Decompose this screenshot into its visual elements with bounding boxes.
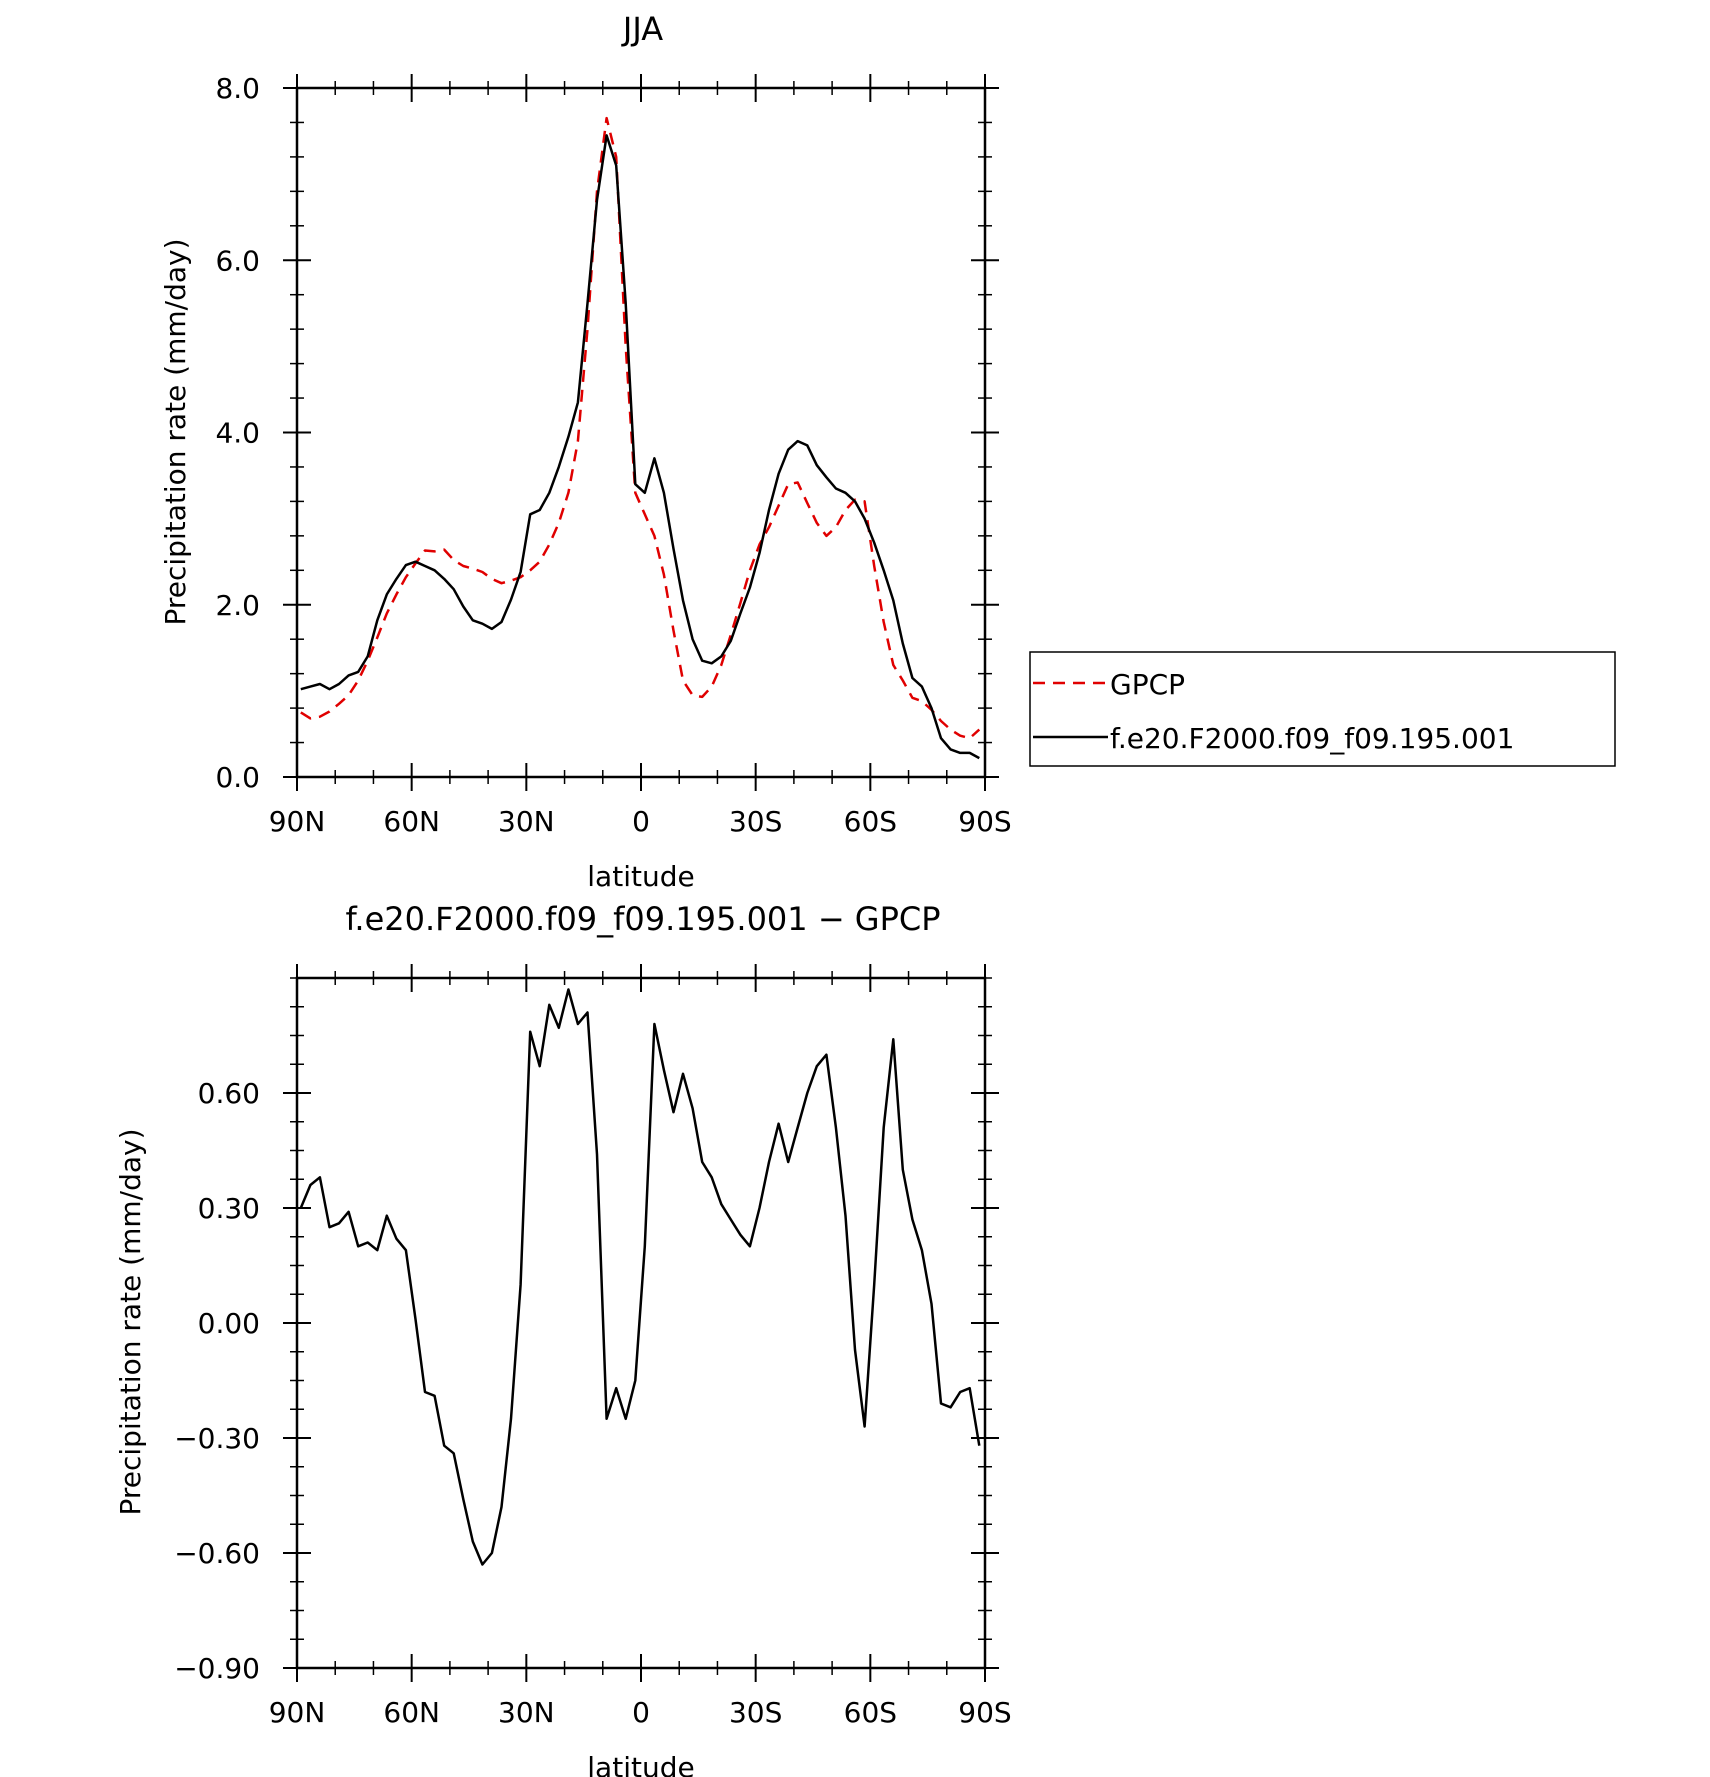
- y-tick-label: −0.60: [174, 1537, 260, 1570]
- series-line-gpcp: [300, 116, 981, 740]
- x-axis-label: latitude: [587, 1751, 694, 1777]
- x-tick-label: 30S: [729, 805, 782, 838]
- x-tick-label: 90S: [958, 1696, 1011, 1729]
- y-axis-label: Precipitation rate (mm/day): [159, 238, 192, 625]
- series-line-difference: [299, 988, 981, 1566]
- chart-title: f.e20.F2000.f09_f09.195.001 − GPCP: [345, 900, 940, 938]
- legend-label-model: f.e20.F2000.f09_f09.195.001: [1110, 722, 1514, 755]
- series-lines: [299, 988, 981, 1566]
- x-tick-label: 60S: [844, 1696, 897, 1729]
- x-tick-label: 0: [632, 1696, 650, 1729]
- tick-marks: [283, 74, 999, 791]
- plot-frame: [295, 976, 987, 1670]
- panel-top-jja: JJA 0.02.04.06.08.0 90N 60N 30N 0 30S 60S 90S …: [159, 10, 1616, 893]
- y-tick-label: −0.30: [174, 1422, 260, 1455]
- series-line-model: [300, 134, 980, 760]
- x-tick-label: 60N: [383, 1696, 440, 1729]
- x-tick-label: 90S: [958, 805, 1011, 838]
- x-tick-label: 0: [632, 805, 650, 838]
- x-tick-label: 60N: [383, 805, 440, 838]
- legend-box: [1029, 651, 1616, 767]
- y-tick-label: 8.0: [215, 72, 260, 105]
- x-tick-label: 90N: [269, 805, 326, 838]
- y-tick-label: 0.0: [215, 761, 260, 794]
- y-axis-label: Precipitation rate (mm/day): [114, 1128, 147, 1515]
- y-tick-label: 0.00: [198, 1307, 260, 1340]
- y-tick-label: 0.30: [198, 1192, 260, 1225]
- y-tick-label: 6.0: [215, 244, 260, 277]
- x-tick-labels: 90N 60N 30N 0 30S 60S 90S: [269, 1696, 1012, 1729]
- series-lines: [300, 116, 981, 760]
- y-tick-label: 4.0: [215, 417, 260, 450]
- legend: GPCP f.e20.F2000.f09_f09.195.001: [1029, 651, 1616, 767]
- y-tick-labels: −0.90 −0.60 −0.30 0.00 0.30 0.60: [174, 1077, 260, 1685]
- x-tick-label: 60S: [844, 805, 897, 838]
- y-tick-label: 0.60: [198, 1077, 260, 1110]
- y-tick-label: −0.90: [174, 1652, 260, 1685]
- plot-frame: [295, 86, 987, 779]
- x-tick-label: 30N: [498, 805, 555, 838]
- y-tick-labels: 0.0 2.0 4.0 6.0 8.0: [215, 72, 260, 794]
- x-tick-label: 90N: [269, 1696, 326, 1729]
- chart-title: JJA: [621, 10, 663, 48]
- legend-label-gpcp: GPCP: [1110, 668, 1185, 701]
- x-tick-labels: 90N 60N 30N 0 30S 60S 90S: [269, 805, 1012, 838]
- y-tick-label: 2.0: [215, 589, 260, 622]
- tick-marks: [283, 964, 999, 1682]
- x-axis-label: latitude: [587, 860, 694, 893]
- panel-bottom-difference: f.e20.F2000.f09_f09.195.001 − GPCP −0.90…: [114, 900, 1012, 1777]
- x-tick-label: 30N: [498, 1696, 555, 1729]
- x-tick-label: 30S: [729, 1696, 782, 1729]
